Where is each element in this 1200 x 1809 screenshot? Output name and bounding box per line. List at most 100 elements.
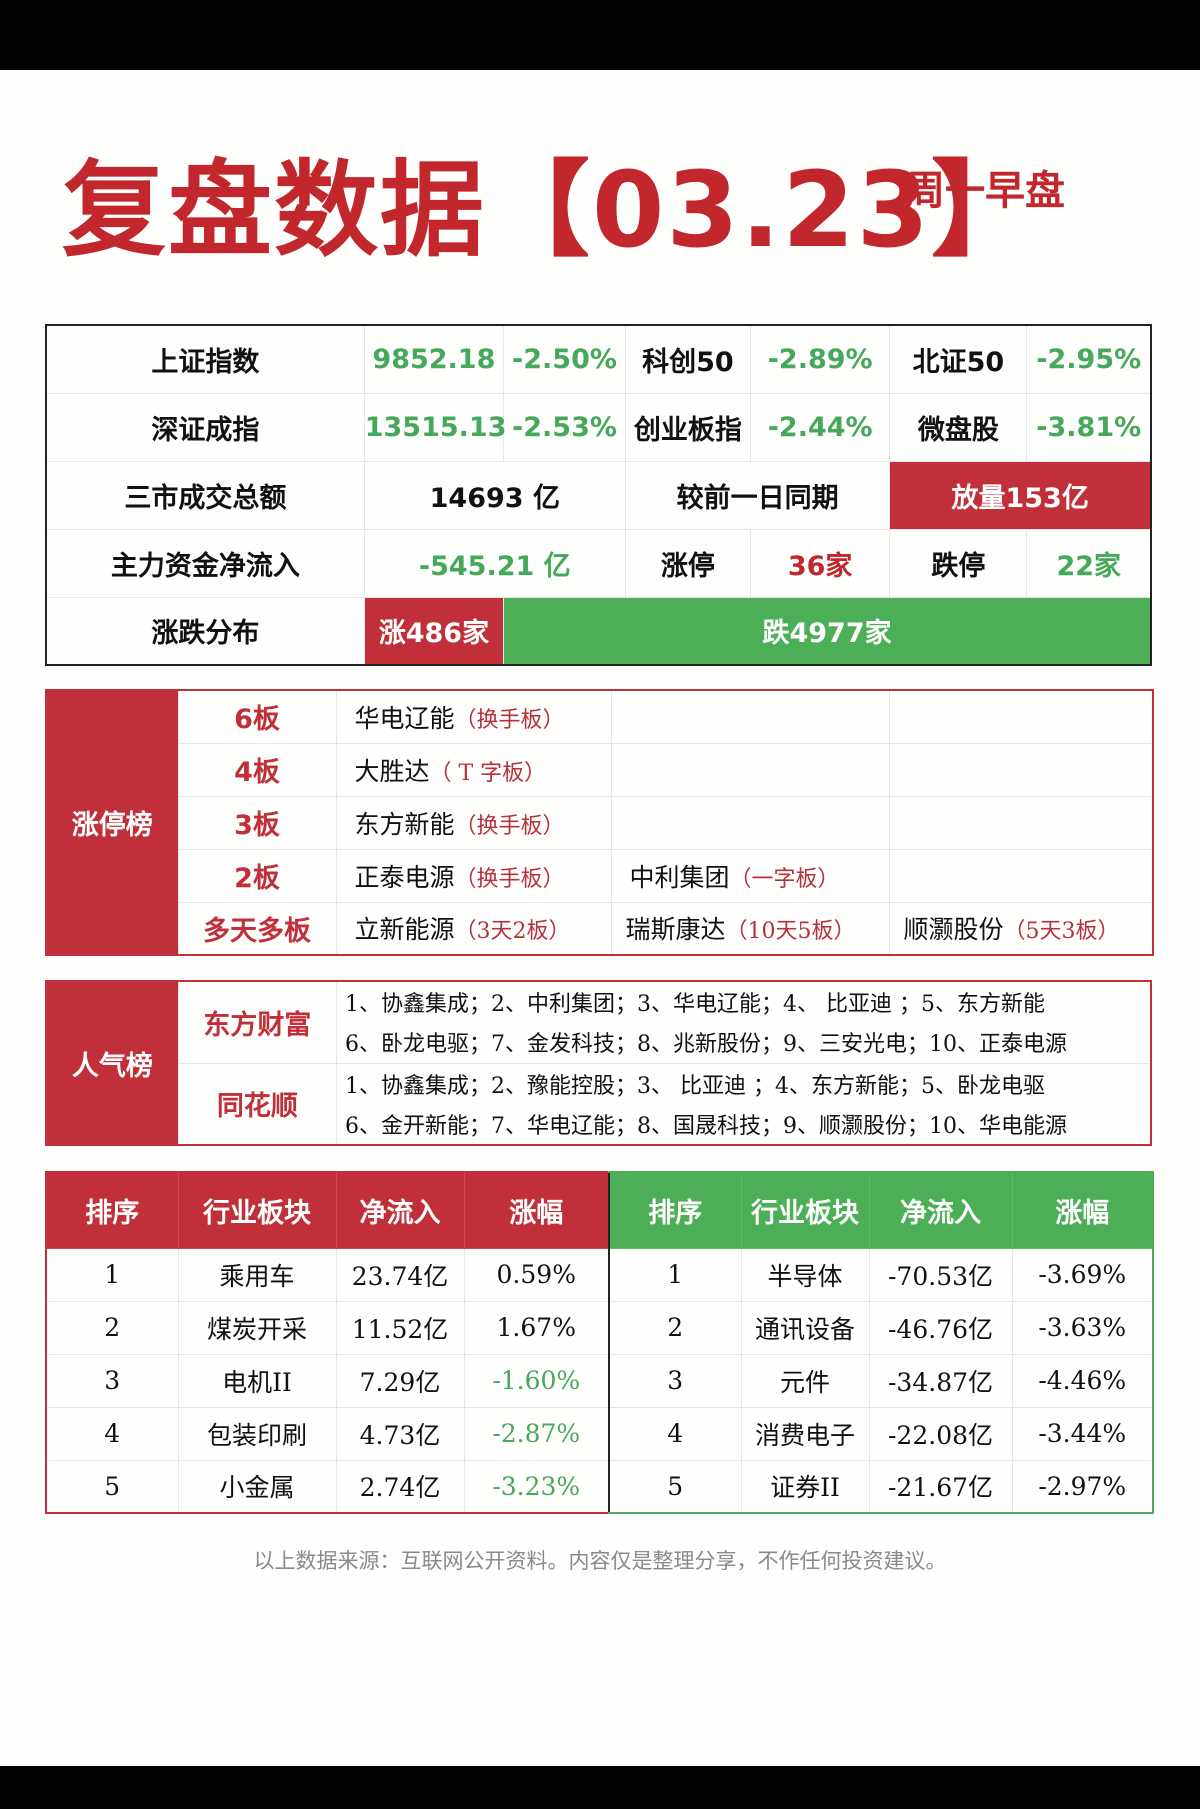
sector-name: 证券II xyxy=(740,1459,870,1514)
column-header: 行业板块 xyxy=(177,1171,337,1249)
stock-cell: 华电辽能（换手板） xyxy=(335,689,612,744)
limit-up-board-label: 涨停榜 xyxy=(45,689,179,956)
empty-cell xyxy=(610,795,890,850)
rank: 3 xyxy=(608,1353,742,1408)
stock-cell: 顺灏股份（5天3板） xyxy=(888,901,1154,956)
column-header: 行业板块 xyxy=(740,1171,870,1249)
index-name: 科创50 xyxy=(624,324,751,394)
limit-up-value: 36家 xyxy=(749,528,891,598)
index-change: -2.95% xyxy=(1026,324,1152,394)
change-pct: 0.59% xyxy=(463,1247,610,1302)
net-inflow: 2.74亿 xyxy=(335,1459,465,1514)
limit-down-value: 22家 xyxy=(1026,528,1152,598)
change-pct: -3.44% xyxy=(1011,1406,1154,1461)
stock-cell: 立新能源（3天2板） xyxy=(335,901,612,956)
index-change: -2.50% xyxy=(503,324,626,394)
rank: 5 xyxy=(45,1459,179,1514)
main-flow-label: 主力资金净流入 xyxy=(45,528,365,598)
ranking-line: 1、协鑫集成；2、中利集团；3、华电辽能；4、 比亚迪 ；5、东方新能 xyxy=(336,980,1152,1022)
board-tag: （10天5板） xyxy=(725,919,856,945)
source-name: 同花顺 xyxy=(177,1062,338,1146)
market-overview-table: 上证指数 9852.18 -2.50% 科创50 -2.89% 北证50 -2.… xyxy=(45,324,1152,666)
table-row: 2 煤炭开采 11.52亿 1.67% xyxy=(45,1300,610,1355)
main-flow-value: -545.21 亿 xyxy=(363,528,626,598)
table-row: 1 半导体 -70.53亿 -3.69% xyxy=(608,1247,1154,1302)
index-change: -2.44% xyxy=(749,392,891,462)
ranking-line: 6、金开新能；7、华电辽能；8、国晟科技；9、顺灏股份；10、华电能源 xyxy=(336,1104,1152,1146)
board-tag: （一字板） xyxy=(729,866,840,892)
board-level: 2板 xyxy=(177,848,337,903)
change-pct: -3.69% xyxy=(1011,1247,1154,1302)
change-pct: -2.97% xyxy=(1011,1459,1154,1514)
rise-count: 涨486家 xyxy=(363,596,505,666)
table-row: 4板 大胜达（ T 字板） xyxy=(46,742,1154,797)
change-pct: -3.23% xyxy=(463,1459,610,1514)
table-row: 主力资金净流入 -545.21 亿 涨停 36家 跌停 22家 xyxy=(45,528,1152,598)
index-name: 微盘股 xyxy=(889,392,1028,462)
turnover-value: 14693 亿 xyxy=(363,460,626,530)
board-tag: （ T 字板） xyxy=(429,760,547,786)
net-inflow: 11.52亿 xyxy=(335,1300,465,1355)
board-tag: （3天2板） xyxy=(454,919,571,945)
ranking-line: 1、协鑫集成；2、豫能控股；3、 比亚迪 ；4、东方新能；5、卧龙电驱 xyxy=(336,1062,1152,1104)
index-value: 13515.13 xyxy=(363,392,506,462)
rank: 1 xyxy=(608,1247,742,1302)
rank: 3 xyxy=(45,1353,179,1408)
popularity-label: 人气榜 xyxy=(45,980,179,1146)
limit-up-label: 涨停 xyxy=(624,528,751,598)
disclaimer: 以上数据来源：互联网公开资料。内容仅是整理分享，不作任何投资建议。 xyxy=(253,1549,947,1573)
top-black-bar xyxy=(0,0,1200,70)
net-inflow: -46.76亿 xyxy=(868,1300,1013,1355)
table-row: 涨停榜 6板 华电辽能（换手板） xyxy=(45,689,1154,956)
stock-name: 中利集团 xyxy=(629,862,730,892)
index-name: 深证成指 xyxy=(45,392,365,462)
table-row: 同花顺 1、协鑫集成；2、豫能控股；3、 比亚迪 ；4、东方新能；5、卧龙电驱 xyxy=(46,1062,1152,1146)
stock-cell: 瑞斯康达（10天5板） xyxy=(610,901,890,956)
change-pct: 1.67% xyxy=(463,1300,610,1355)
board-tag: （换手板） xyxy=(454,813,565,839)
stock-name: 瑞斯康达 xyxy=(625,915,726,945)
source-name: 东方财富 xyxy=(177,980,338,1064)
table-row: 3 电机II 7.29亿 -1.60% xyxy=(45,1353,610,1408)
sector-name: 消费电子 xyxy=(740,1406,870,1461)
net-inflow: -22.08亿 xyxy=(868,1406,1013,1461)
table-row: 3 元件 -34.87亿 -4.46% xyxy=(608,1353,1154,1408)
table-row: 4 包装印刷 4.73亿 -2.87% xyxy=(45,1406,610,1461)
table-row: 3板 东方新能（换手板） xyxy=(46,795,1154,850)
sector-name: 包装印刷 xyxy=(177,1406,337,1461)
column-header: 涨幅 xyxy=(1011,1171,1154,1249)
index-name: 创业板指 xyxy=(624,392,751,462)
table-row: 2板 正泰电源（换手板） 中利集团（一字板） xyxy=(46,848,1154,903)
board-level: 多天多板 xyxy=(177,901,337,956)
distribution-label: 涨跌分布 xyxy=(45,596,365,666)
page-subtitle: 周一早盘 xyxy=(905,168,1065,214)
empty-cell xyxy=(610,742,890,797)
rank: 4 xyxy=(45,1406,179,1461)
net-inflow: 4.73亿 xyxy=(335,1406,465,1461)
rank: 5 xyxy=(608,1459,742,1514)
ranking-line: 6、卧龙电驱；7、金发科技；8、兆新股份；9、三安光电；10、正泰电源 xyxy=(336,1022,1152,1064)
board-level: 3板 xyxy=(177,795,337,850)
table-header-row: 排序 行业板块 净流入 涨幅 xyxy=(45,1171,610,1249)
sector-name: 通讯设备 xyxy=(740,1300,870,1355)
column-header: 涨幅 xyxy=(463,1171,610,1249)
table-row: 人气榜 东方财富 1、协鑫集成；2、中利集团；3、华电辽能；4、 比亚迪 ；5、… xyxy=(45,980,1152,1146)
table-row: 4 消费电子 -22.08亿 -3.44% xyxy=(608,1406,1154,1461)
stock-name: 大胜达 xyxy=(354,756,430,786)
change-pct: -4.46% xyxy=(1011,1353,1154,1408)
page-title: 复盘数据【03.23】 xyxy=(62,148,1037,271)
index-name: 上证指数 xyxy=(45,324,365,394)
table-row: 深证成指 13515.13 -2.53% 创业板指 -2.44% 微盘股 -3.… xyxy=(45,392,1152,462)
board-level: 6板 xyxy=(177,689,337,744)
index-change: -3.81% xyxy=(1026,392,1152,462)
change-pct: -2.87% xyxy=(463,1406,610,1461)
table-row: 多天多板 立新能源（3天2板） 瑞斯康达（10天5板） 顺灏股份（5天3板） xyxy=(46,901,1154,956)
compare-value: 放量153亿 xyxy=(889,460,1152,530)
limit-down-label: 跌停 xyxy=(889,528,1028,598)
net-inflow: 23.74亿 xyxy=(335,1247,465,1302)
board-level: 4板 xyxy=(177,742,337,797)
fall-count: 跌4977家 xyxy=(503,596,1152,666)
column-header: 排序 xyxy=(45,1171,179,1249)
limit-up-board-table: 涨停榜 6板 华电辽能（换手板） 4板 大胜达（ T 字板） 3板 东方新能（换… xyxy=(45,689,1154,956)
empty-cell xyxy=(610,689,890,744)
